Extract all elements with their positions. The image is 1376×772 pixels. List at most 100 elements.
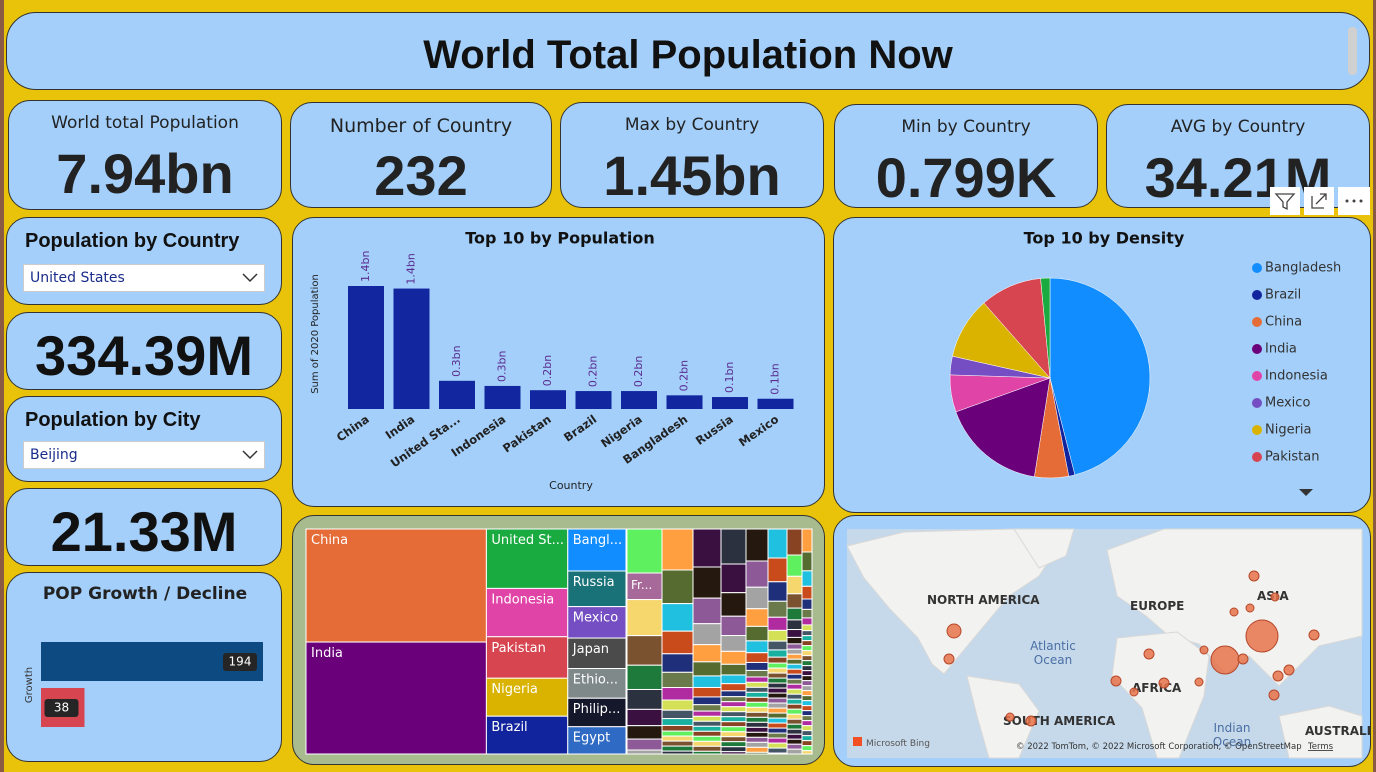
treemap-cell-small: [720, 563, 747, 594]
pie-chart: Top 10 by Density Bangladesh Brazil China In…: [949, 229, 1341, 496]
treemap-cell-small: [767, 616, 788, 631]
bar: [621, 391, 657, 409]
card-value: 334.39M: [35, 324, 253, 387]
treemap-cell-small: [720, 741, 747, 748]
treemap-label: Russia: [573, 575, 615, 590]
header: World Total Population Now: [6, 12, 1370, 90]
treemap-cell-small: [745, 586, 769, 610]
treemap-cell-small: [786, 663, 803, 670]
growth-chart: POP Growth / Decline Growth 194 38: [24, 584, 263, 727]
treemap-cell-small: [767, 640, 788, 651]
treemap-cell-small: [720, 528, 747, 565]
map-terms[interactable]: Terms: [1307, 742, 1334, 752]
chevron: [242, 450, 258, 460]
dropdown[interactable]: Beijing: [23, 441, 265, 469]
treemap-cell-small: [801, 695, 813, 702]
treemap-cell-small: [767, 557, 788, 583]
treemap-label: United St...: [491, 533, 564, 548]
treemap-cell-small: [692, 715, 722, 722]
treemap-cell-small: [661, 630, 694, 655]
dropdown[interactable]: United States: [23, 264, 265, 292]
treemap-cell-small: [786, 688, 803, 695]
treemap-cell-small: [626, 528, 663, 574]
value-card: 21.33M: [6, 488, 282, 566]
treemap-cell-small: [692, 735, 722, 742]
treemap-cell-small: [801, 705, 813, 712]
treemap-cell-small: [767, 742, 788, 749]
treemap-cell-small: [767, 667, 788, 674]
treemap-cell-small: [767, 629, 788, 642]
treemap-cell-small: [786, 636, 803, 645]
scrollbar: [1348, 27, 1357, 75]
treemap-cell-small: [801, 680, 813, 687]
treemap-cell-small: [745, 676, 769, 683]
treemap-cell-small: [692, 644, 722, 663]
treemap-cell-small: [767, 682, 788, 689]
chevron: [242, 273, 258, 283]
treemap-cell-small: [801, 640, 813, 647]
treemap-cell-small: [745, 640, 769, 654]
treemap-cell-small: [801, 670, 813, 677]
treemap-cell-small: [786, 748, 803, 755]
kpi-label: Min by Country: [901, 117, 1031, 137]
treemap-label: Indonesia: [491, 592, 554, 607]
treemap-cell-small: [661, 671, 694, 689]
treemap-cell-small: [767, 702, 788, 709]
treemap-cell-small: [801, 750, 813, 755]
treemap-cell-small: [745, 696, 769, 703]
pie-slice: [1040, 277, 1051, 379]
treemap-cell-small: [661, 724, 694, 732]
growth-panel: POP Growth / Decline Growth 194 38: [6, 572, 282, 762]
treemap-cell-small: [745, 731, 769, 738]
treemap-cell-small: [720, 615, 747, 637]
map-logo: Microsoft Bing: [866, 739, 930, 749]
treemap-cell-small: [801, 635, 813, 642]
legend-marker: [1252, 290, 1262, 300]
treemap-cell-small: [626, 708, 663, 727]
legend-label: Mexico: [1265, 396, 1310, 411]
legend-label: Pakistan: [1265, 450, 1319, 465]
treemap-cell-small: [720, 751, 747, 755]
treemap-cell-small: [786, 593, 803, 609]
ocean-label: Ocean: [1034, 653, 1072, 667]
legend-label: Bangladesh: [1265, 261, 1341, 276]
treemap-cell-small: [801, 650, 813, 657]
treemap-cell-small: [720, 701, 747, 708]
page-title: World Total Population Now: [423, 33, 953, 77]
treemap-label: Japan: [572, 642, 609, 657]
treemap-cell-small: [786, 607, 803, 621]
value-card: 334.39M: [6, 312, 282, 390]
treemap-label: Brazil: [491, 720, 527, 735]
treemap-cell-small: [767, 747, 788, 754]
data-label: 0.2bn: [678, 360, 691, 391]
treemap-cell-small: [767, 528, 788, 559]
legend-label: Brazil: [1265, 288, 1301, 303]
treemap-cell-small: [745, 686, 769, 693]
treemap-cell-small: [692, 745, 722, 752]
legend-label: Indonesia: [1265, 369, 1328, 384]
treemap-cell-small: [767, 712, 788, 719]
treemap-cell-small: [745, 608, 769, 627]
treemap-cell-small: [745, 625, 769, 642]
treemap-cell-small: [767, 662, 788, 669]
treemap-cell-small: [767, 737, 788, 744]
bar: [575, 391, 612, 409]
treemap-cell-small: [692, 750, 722, 755]
treemap-cell-small: [692, 675, 722, 688]
kpi-value: 34.21M: [1144, 146, 1332, 208]
treemap-cell-small: [745, 681, 769, 688]
x-tick-label: India: [383, 412, 418, 442]
treemap-cell-small: [801, 585, 813, 600]
map-label: EUROPE: [1130, 599, 1184, 613]
treemap-cell-small: [786, 728, 803, 735]
treemap-cell-small: [745, 701, 769, 708]
treemap-cell-small: [745, 741, 769, 748]
treemap-cell-small: [786, 738, 803, 745]
treemap-cell-small: [745, 691, 769, 698]
legend-label: India: [1265, 342, 1297, 357]
treemap-cell: [485, 677, 569, 717]
treemap-cell-small: [767, 732, 788, 739]
label-box: [44, 699, 79, 717]
data-label: 0.3bn: [496, 350, 509, 381]
filter-button[interactable]: [1270, 187, 1300, 215]
